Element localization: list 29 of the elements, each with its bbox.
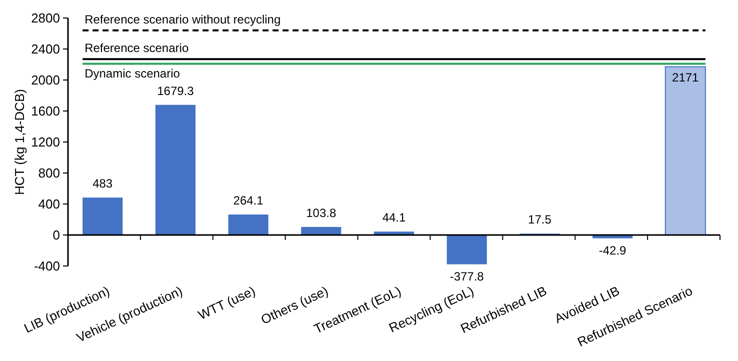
data-label: 2171 (672, 70, 700, 85)
bar (155, 104, 196, 235)
y-tick-label: -400 (34, 258, 60, 274)
bar (301, 226, 342, 235)
bar (82, 198, 123, 235)
data-label: 44.1 (382, 210, 406, 225)
y-tick-label: 0 (52, 228, 60, 243)
data-label: -377.8 (450, 269, 484, 284)
bar (228, 214, 268, 235)
bar (446, 235, 487, 264)
data-label: 264.1 (233, 194, 264, 208)
ref-line-label: Reference scenario (84, 41, 189, 56)
y-tick-label: 1200 (31, 134, 60, 150)
y-tick-label: 1600 (31, 104, 60, 119)
y-tick-label: 800 (38, 166, 60, 181)
data-label: 483 (92, 176, 113, 191)
data-label: 103.8 (306, 206, 336, 220)
x-tick-label: WTT (use) (196, 283, 258, 323)
y-tick-label: 2800 (31, 10, 60, 26)
ref-line-label: Reference scenario without recycling (84, 12, 281, 26)
data-label: 1679.3 (157, 84, 194, 98)
y-axis-title: HCT (kg 1,4-DCB) (12, 89, 27, 195)
ref-line-label: Dynamic scenario (84, 66, 180, 81)
data-label: -42.9 (598, 243, 627, 258)
y-tick-label: 2400 (31, 42, 60, 57)
data-label: 17.5 (528, 212, 552, 227)
y-tick-label: 2000 (31, 72, 60, 88)
y-tick-label: 400 (38, 196, 60, 212)
bar (664, 66, 706, 236)
